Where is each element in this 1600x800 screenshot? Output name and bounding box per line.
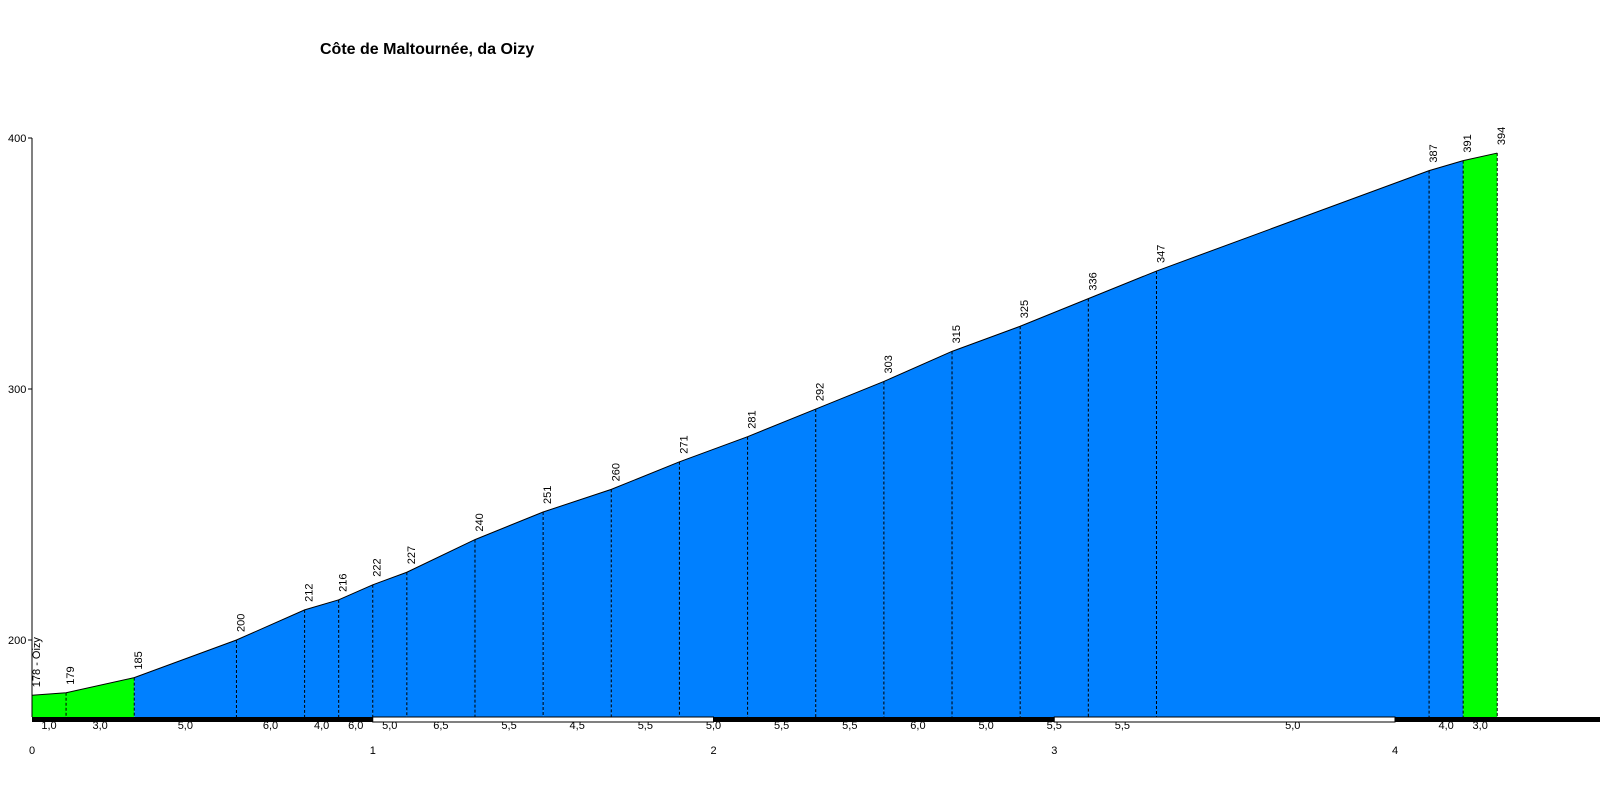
profile-outline [31, 152, 1498, 696]
elevation-label: 391 [1462, 134, 1474, 152]
y-tick-label: 400 [8, 133, 26, 145]
x-tick-label: 0 [29, 745, 35, 757]
gradient-label: 6,5 [433, 720, 448, 732]
chart-title: Côte de Maltournée, da Oizy [320, 41, 534, 58]
profile-line [31, 152, 1498, 696]
km-scale-bar [32, 716, 1600, 723]
elevation-label: 240 [474, 513, 486, 531]
segment-dividers [65, 153, 1498, 717]
segment-fill [747, 409, 816, 717]
gradient-label: 3,0 [1473, 720, 1488, 732]
axes [28, 137, 33, 717]
gradient-label: 5,0 [706, 720, 721, 732]
km-block-light [1053, 716, 1396, 723]
segment-fill [883, 351, 953, 717]
segment-fill [372, 572, 407, 717]
elevation-labels: 178 - Oizy 179 185 200 212 216 222 227 240 251 260… [31, 127, 1508, 688]
profile-fills [32, 153, 1498, 718]
y-tick-label: 200 [8, 635, 26, 647]
gradient-label: 5,5 [638, 720, 653, 732]
gradient-label: 1,0 [41, 720, 56, 732]
gradient-label: 6,0 [348, 720, 363, 732]
elevation-label: 260 [610, 463, 622, 481]
segment-fill [679, 436, 748, 717]
segment-fill [66, 677, 135, 717]
gradient-labels: 1,0 3,0 5,0 6,0 4,0 6,0 5,0 6,5 5,5 4,5 5,5 5,0 5,5 5… [41, 720, 1487, 732]
segment-fill [134, 640, 237, 717]
elevation-label: 292 [815, 383, 827, 401]
segment-fill [1156, 170, 1430, 717]
gradient-label: 5,5 [774, 720, 789, 732]
gradient-label: 5,0 [382, 720, 397, 732]
segment-fill [1088, 271, 1157, 717]
gradient-label: 4,0 [1438, 720, 1453, 732]
gradient-label: 5,5 [1115, 720, 1130, 732]
gradient-label: 4,5 [570, 720, 585, 732]
gradient-label: 3,0 [93, 720, 108, 732]
gradient-label: 5,0 [978, 720, 993, 732]
elevation-label: 179 [65, 666, 77, 684]
segment-fill [406, 539, 475, 717]
elevation-label: 394 [1496, 127, 1508, 145]
segment-fill [1463, 153, 1498, 717]
km-block-dark [713, 717, 1055, 722]
elevation-label: 227 [406, 546, 418, 564]
x-tick-label: 2 [711, 745, 717, 757]
elevation-label: 303 [883, 355, 895, 373]
gradient-label: 5,0 [178, 720, 193, 732]
gradient-label: 5,5 [1047, 720, 1062, 732]
gradient-label: 5,5 [501, 720, 516, 732]
segment-fill [952, 326, 1021, 717]
elevation-label: 271 [678, 435, 690, 453]
elevation-label: 347 [1155, 245, 1167, 263]
segment-fill [338, 584, 373, 717]
elevation-label: 387 [1428, 144, 1440, 162]
segment-fill [236, 609, 305, 717]
segment-fill [304, 599, 339, 717]
elevation-label: 251 [542, 486, 554, 504]
km-block-light [372, 716, 714, 723]
x-tick-label: 1 [370, 745, 376, 757]
gradient-label: 5,5 [842, 720, 857, 732]
segment-fill [815, 381, 884, 717]
segment-fill [1020, 298, 1089, 717]
gradient-label: 4,0 [314, 720, 329, 732]
segment-fill [611, 461, 680, 717]
elevation-label: 315 [951, 325, 963, 343]
km-block-dark [1497, 717, 1600, 722]
elevation-label: 281 [747, 410, 759, 428]
elevation-label: 212 [304, 584, 316, 602]
x-tick-label: 4 [1392, 745, 1398, 757]
gradient-label: 6,0 [910, 720, 925, 732]
elevation-label: 336 [1087, 272, 1099, 290]
x-tick-label: 3 [1051, 745, 1057, 757]
gradient-label: 5,0 [1285, 720, 1300, 732]
elevation-label: 222 [372, 558, 384, 576]
segment-fill [32, 692, 67, 717]
segment-fill [543, 489, 612, 717]
segment-fill [474, 511, 544, 717]
segment-fill [1429, 160, 1464, 718]
elevation-label: 185 [133, 651, 145, 669]
y-tick-label: 300 [8, 384, 26, 396]
elevation-label: 325 [1019, 300, 1031, 318]
tick-labels: 200 300 400 0 1 2 3 4 [8, 133, 1398, 757]
gradient-label: 6,0 [263, 720, 278, 732]
start-label: 178 - Oizy [31, 637, 43, 688]
elevation-label: 216 [338, 573, 350, 591]
elevation-label: 200 [235, 614, 247, 632]
km-block-dark [32, 717, 373, 722]
